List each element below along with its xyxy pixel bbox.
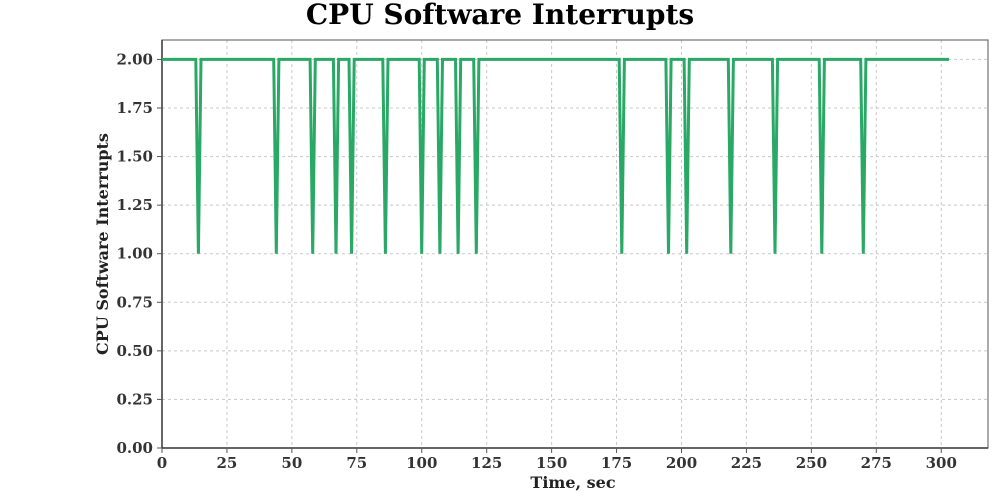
x-tick-label: 0 (157, 454, 167, 472)
x-tick-label: 150 (536, 454, 567, 472)
y-tick-label: 1.25 (116, 196, 153, 214)
x-tick-label: 50 (281, 454, 302, 472)
x-tick-label: 100 (406, 454, 437, 472)
x-tick-label: 75 (346, 454, 367, 472)
x-tick-label: 25 (216, 454, 237, 472)
x-tick-label: 250 (796, 454, 827, 472)
y-tick-label: 2.00 (116, 50, 153, 68)
y-tick-label: 0.25 (116, 390, 153, 408)
x-tick-label: 125 (471, 454, 502, 472)
y-axis-label: CPU Software Interrupts (93, 133, 112, 355)
x-tick-label: 175 (601, 454, 632, 472)
y-tick-label: 0.00 (116, 439, 153, 457)
y-tick-label: 0.50 (116, 342, 153, 360)
y-tick-label: 1.50 (116, 148, 153, 166)
plot-background (162, 40, 988, 448)
y-tick-label: 1.75 (116, 99, 153, 117)
x-tick-label: 275 (861, 454, 892, 472)
y-tick-label: 1.00 (116, 245, 153, 263)
x-tick-label: 200 (666, 454, 697, 472)
chart-title: CPU Software Interrupts (305, 0, 695, 31)
x-tick-label: 300 (926, 454, 957, 472)
x-tick-label: 225 (731, 454, 762, 472)
x-axis-label: Time, sec (530, 473, 615, 492)
y-tick-label: 0.75 (116, 293, 153, 311)
